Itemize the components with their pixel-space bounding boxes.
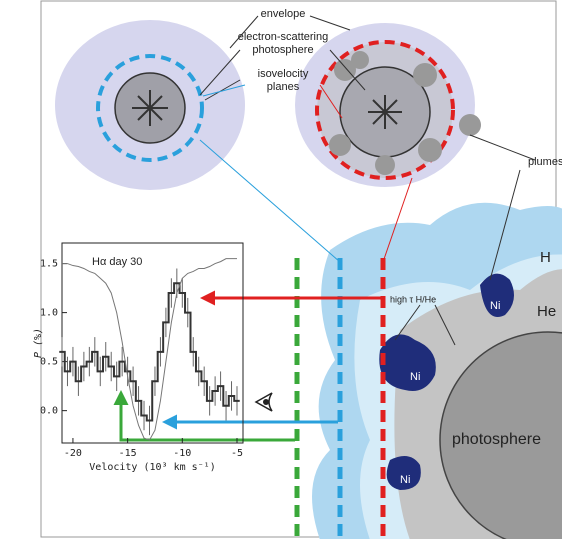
y-axis-label: P (%) [33,328,44,358]
label: high τ H/He [390,294,436,304]
star-structure [312,203,562,539]
label: photosphere [252,44,313,56]
y-tick-label: 0.0 [40,406,58,417]
label: envelope [261,8,306,20]
label: planes [267,81,300,93]
label: Ni [410,371,420,383]
x-tick-label: -15 [119,448,137,459]
x-tick-label: -20 [64,448,82,459]
label: isovelocity [258,68,309,80]
polarization-line [59,283,239,420]
x-tick-label: -10 [173,448,191,459]
figure: envelope electron-scattering photosphere… [0,0,562,539]
x-tick-label: -5 [231,448,243,459]
x-axis-label: Velocity (10³ km s⁻¹) [89,462,215,473]
eye [256,393,272,411]
label: Ni [490,300,500,312]
label: Ni [400,474,410,486]
label: electron-scattering [238,31,329,43]
label: H [540,249,551,266]
label: photosphere [452,431,541,448]
y-tick-label: 1.5 [40,259,58,270]
label: He [537,303,556,320]
annotation: Hα day 30 [92,256,142,268]
label: plumes [528,156,562,168]
y-tick-label: 1.0 [40,308,58,319]
